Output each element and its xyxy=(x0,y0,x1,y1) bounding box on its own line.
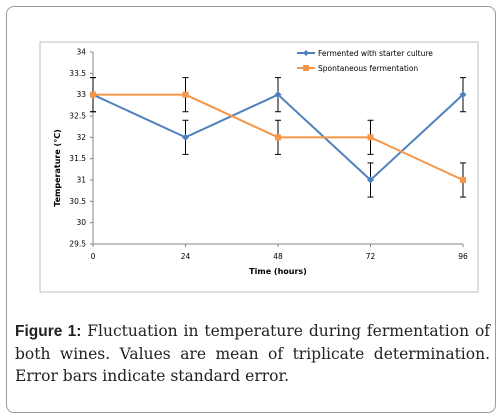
data-point-diamond xyxy=(367,176,374,184)
legend: Fermented with starter culture Spontaneou… xyxy=(297,49,433,73)
y-ticks: 29.5 30 30.5 31 31.5 32 32.5 33 33.5 34 xyxy=(69,48,93,249)
y-tick-label: 32 xyxy=(76,133,86,142)
series-2 xyxy=(90,77,466,198)
x-tick-label: 72 xyxy=(366,252,376,261)
line-chart: 29.5 30 30.5 31 31.5 32 32.5 33 33.5 34 0 24 48 72 96… xyxy=(39,41,479,293)
y-tick-label: 29.5 xyxy=(69,240,86,249)
legend-label: Fermented with starter culture xyxy=(318,49,433,58)
legend-marker-diamond xyxy=(303,50,309,56)
data-point-diamond xyxy=(274,91,282,99)
x-ticks: 0 24 48 72 96 xyxy=(91,244,468,261)
data-point-square xyxy=(90,91,96,98)
y-axis-label: Temperature (°C) xyxy=(53,129,62,207)
x-tick-label: 24 xyxy=(181,252,191,261)
legend-label: Spontaneous fermentation xyxy=(318,64,418,73)
caption-text: Fluctuation in temperature during fermen… xyxy=(15,322,491,385)
x-tick-label: 96 xyxy=(458,252,468,261)
chart-area xyxy=(39,41,479,293)
y-tick-label: 30.5 xyxy=(69,197,86,206)
x-tick-label: 48 xyxy=(273,252,283,261)
y-tick-label: 32.5 xyxy=(69,112,86,121)
legend-marker-square xyxy=(303,65,309,71)
data-point-square xyxy=(182,91,189,98)
data-point-square xyxy=(460,177,466,183)
y-tick-label: 33 xyxy=(76,90,86,99)
y-tick-label: 31 xyxy=(76,176,86,185)
figure-caption: Figure 1: Fluctuation in temperature dur… xyxy=(15,320,490,387)
series-layer xyxy=(89,77,467,198)
y-tick-label: 31.5 xyxy=(69,154,86,163)
data-point-square xyxy=(275,134,281,141)
data-point-diamond xyxy=(182,133,189,141)
y-tick-label: 33.5 xyxy=(69,69,86,78)
x-tick-label: 0 xyxy=(91,252,96,261)
y-tick-label: 34 xyxy=(76,48,86,57)
caption-label: Figure 1: xyxy=(15,323,82,340)
y-tick-label: 30 xyxy=(76,218,86,227)
data-point-diamond xyxy=(459,91,467,99)
x-axis-label: Time (hours) xyxy=(249,267,307,276)
data-point-square xyxy=(367,134,374,141)
